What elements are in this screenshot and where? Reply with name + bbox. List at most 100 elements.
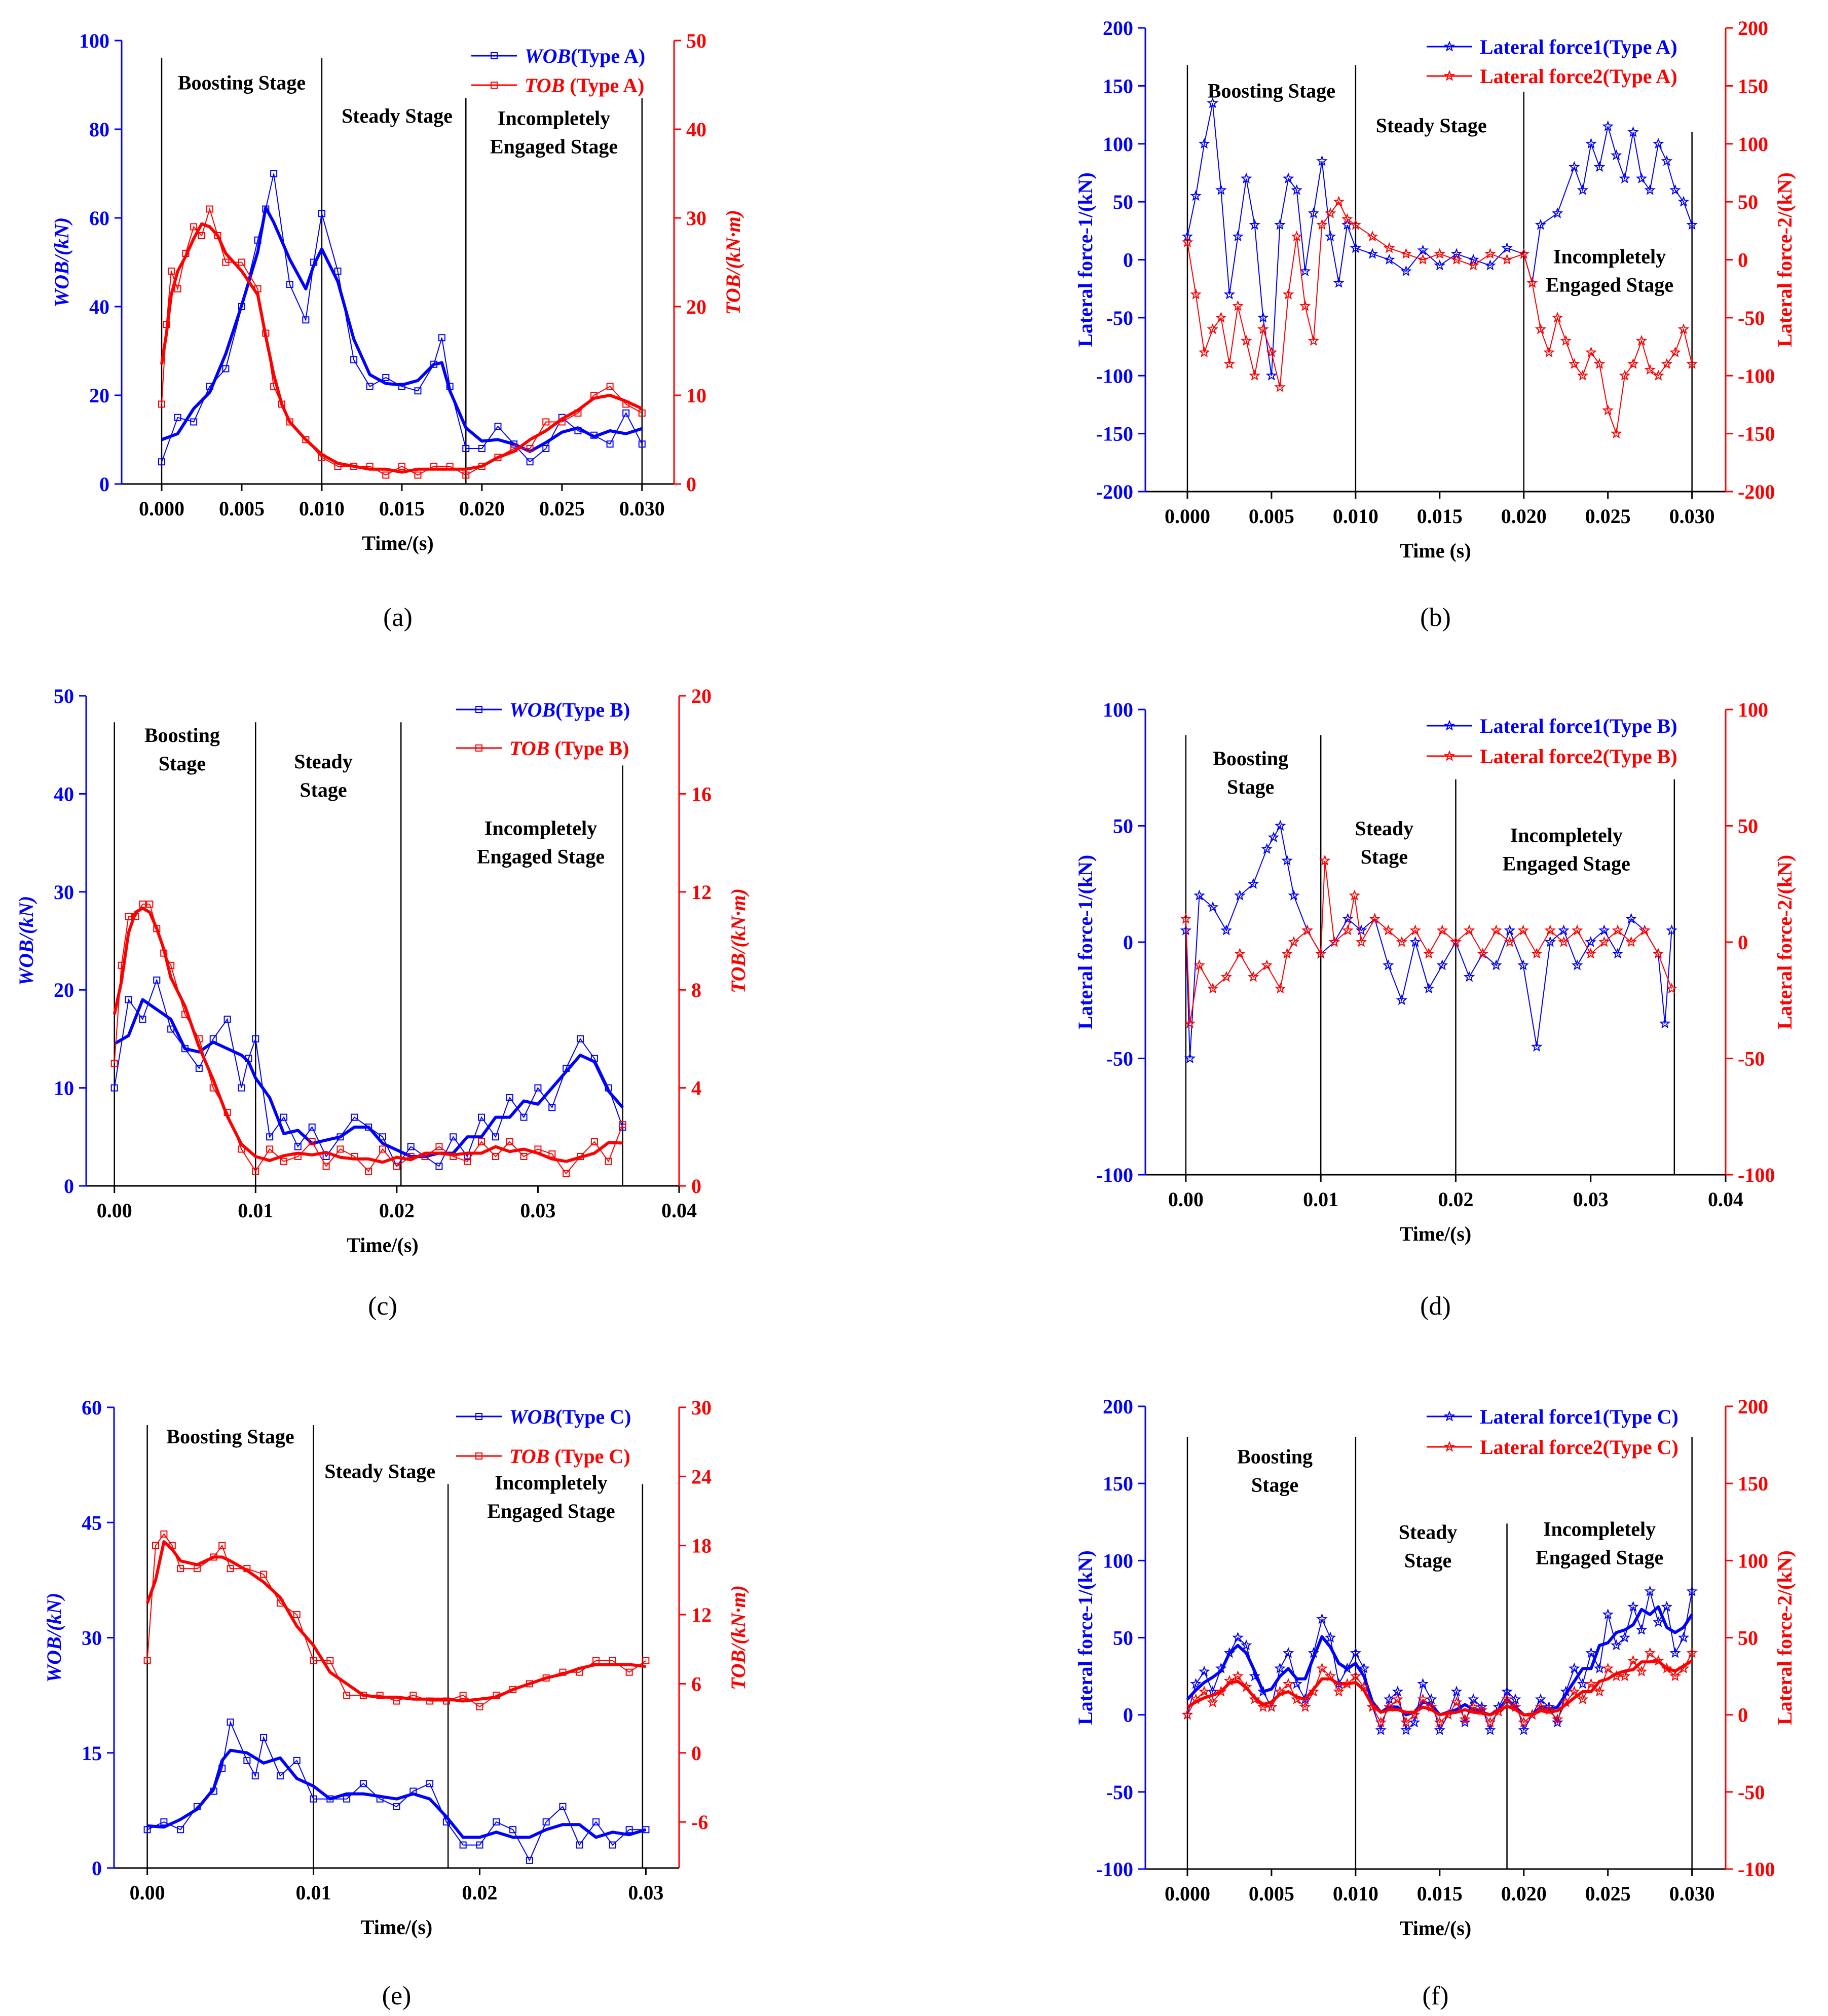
data-point <box>1598 924 1610 936</box>
y-left-tick-label: 100 <box>1103 698 1133 721</box>
data-point <box>1400 248 1412 259</box>
stage-label: Steady <box>1355 817 1414 840</box>
y-right-tick-label: 4 <box>691 1077 701 1100</box>
data-point <box>174 414 181 421</box>
data-point <box>1198 346 1210 358</box>
panel-a: 0.000 0.005 0.010 0.015 0.020 0.025 0.030 0 20 40… <box>50 29 744 632</box>
data-point <box>223 1016 231 1023</box>
data-point <box>153 976 161 984</box>
x-tick-label: 0.03 <box>520 1199 555 1222</box>
data-point <box>409 1692 417 1699</box>
data-point <box>1669 1647 1681 1658</box>
data-point <box>1350 242 1362 253</box>
data-point <box>1434 1716 1446 1728</box>
series-line <box>1185 861 1672 1024</box>
y-right-tick-label: 8 <box>691 979 701 1001</box>
data-point <box>310 1657 317 1664</box>
y-left-tick-label: 50 <box>1113 1627 1133 1650</box>
series-right <box>1180 854 1677 1029</box>
legend-label: TOB (Type C) <box>509 1445 630 1468</box>
y-left-tick-label: 20 <box>54 979 74 1001</box>
data-point <box>1180 924 1192 936</box>
data-point <box>1543 346 1555 358</box>
data-point <box>1442 1708 1454 1720</box>
data-point <box>506 1094 513 1101</box>
data-point <box>245 1055 252 1062</box>
data-point <box>293 1611 301 1619</box>
data-point <box>1308 207 1320 218</box>
data-point <box>1257 323 1269 334</box>
data-point <box>1282 288 1294 300</box>
series-right <box>158 205 646 479</box>
y-left-tick-label: -100 <box>1096 364 1133 387</box>
data-point <box>1577 369 1589 381</box>
data-point <box>326 1795 334 1803</box>
x-tick-label: 0.02 <box>1438 1188 1473 1211</box>
data-point <box>592 1657 600 1664</box>
data-point <box>421 1152 429 1160</box>
data-point <box>310 258 318 266</box>
data-point <box>1551 1716 1563 1728</box>
data-point <box>254 285 262 292</box>
data-point <box>1619 172 1631 183</box>
y-right-tick-label: 16 <box>691 782 712 805</box>
data-point <box>359 1692 367 1699</box>
data-point <box>1409 936 1421 947</box>
stage-label: Steady Stage <box>324 1460 435 1482</box>
data-point <box>146 900 154 908</box>
data-point <box>1265 346 1278 358</box>
data-point <box>1291 184 1303 195</box>
data-point <box>1232 230 1244 242</box>
data-point <box>1249 219 1261 230</box>
data-point <box>1291 230 1303 242</box>
y-left-tick-label: 0 <box>1123 1704 1133 1727</box>
data-point <box>492 1133 499 1141</box>
data-point <box>625 1668 633 1676</box>
series-line <box>1187 1652 1693 1724</box>
data-point <box>160 1818 168 1826</box>
legend-entry: TOB (Type A) <box>471 74 644 97</box>
stage-label: Incompletely <box>1543 1518 1656 1541</box>
legend-label: Lateral force2(Type C) <box>1480 1436 1678 1459</box>
data-point <box>1417 253 1429 265</box>
data-point <box>1341 1662 1353 1673</box>
data-point <box>1661 155 1673 166</box>
y-left-axis-title: Lateral force-1/(kN) <box>1074 855 1097 1030</box>
data-point <box>181 1011 189 1018</box>
legend-entry: Lateral force1(Type B) <box>1427 715 1677 737</box>
y-right-tick-label: 6 <box>691 1672 701 1695</box>
legend-entry: Lateral force2(Type A) <box>1427 65 1677 88</box>
y-right-tick-label: 0 <box>1738 1704 1748 1727</box>
data-point <box>379 1145 386 1153</box>
y-left-tick-label: -100 <box>1096 1164 1133 1186</box>
data-point <box>1459 1716 1471 1728</box>
data-point <box>1436 924 1448 936</box>
data-point <box>351 1113 358 1121</box>
data-point <box>1355 924 1367 936</box>
data-point <box>1316 1662 1328 1673</box>
legend-marker <box>491 82 498 89</box>
y-right-axis-title: Lateral force-2/(kN) <box>1773 172 1796 347</box>
data-point <box>1619 369 1631 381</box>
data-point <box>1558 936 1570 947</box>
data-point <box>1299 1701 1311 1712</box>
y-right-tick-label: 100 <box>1738 133 1768 156</box>
data-point <box>494 454 502 461</box>
data-point <box>1207 323 1219 334</box>
stage-label: Engaged Stage <box>1503 852 1630 875</box>
x-tick-label: 0.005 <box>1249 505 1294 528</box>
data-point <box>1535 323 1547 334</box>
y-left-tick-label: 30 <box>54 881 74 904</box>
data-point <box>1535 1701 1547 1712</box>
data-point <box>398 463 405 470</box>
data-point <box>563 1170 570 1177</box>
data-point <box>492 1152 499 1160</box>
data-point <box>1423 982 1435 994</box>
data-point <box>1308 1686 1320 1697</box>
data-point <box>526 1856 533 1864</box>
x-tick-label: 0.010 <box>1333 1882 1378 1905</box>
data-point <box>1610 427 1622 439</box>
data-point <box>1299 300 1311 311</box>
data-point <box>1400 265 1412 276</box>
data-point <box>1417 244 1429 255</box>
